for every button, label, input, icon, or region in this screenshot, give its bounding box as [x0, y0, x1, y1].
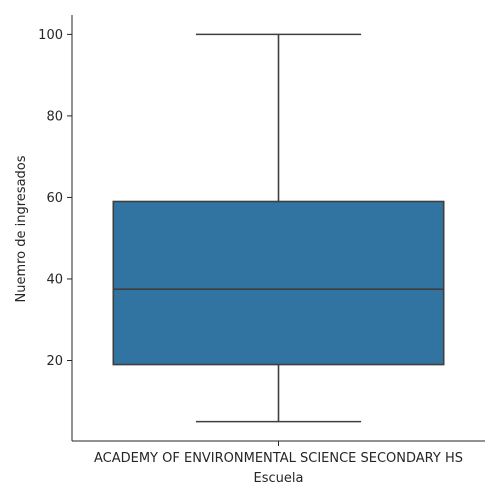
x-tick-label: ACADEMY OF ENVIRONMENTAL SCIENCE SECONDA… — [94, 451, 463, 466]
y-tick-label: 100 — [38, 28, 63, 43]
y-axis-ticks: 20 40 60 80 100 — [38, 28, 72, 369]
y-axis-label: Nuemro de ingresados — [14, 155, 29, 302]
y-tick-label: 40 — [46, 272, 63, 287]
plot-area — [112, 33, 445, 423]
y-tick-label: 80 — [46, 109, 63, 124]
iqr-box — [112, 200, 445, 366]
y-tick-label: 20 — [46, 354, 63, 369]
y-tick-label: 60 — [46, 191, 63, 206]
x-axis-label: Escuela — [254, 471, 304, 486]
x-axis-ticks: ACADEMY OF ENVIRONMENTAL SCIENCE SECONDA… — [94, 441, 463, 466]
